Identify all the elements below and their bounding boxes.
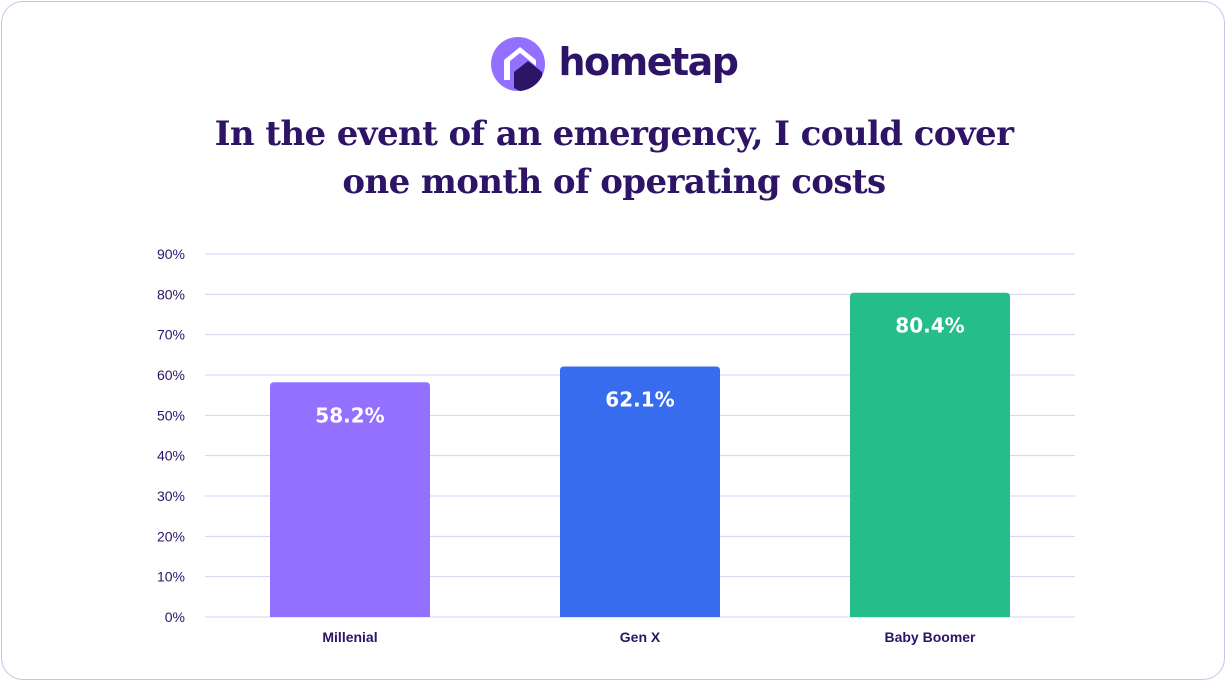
bar-value-label: 58.2% — [315, 403, 384, 427]
chart-title-line-1: In the event of an emergency, I could co… — [214, 114, 1014, 154]
bar-value-label: 80.4% — [895, 314, 964, 338]
chart-title: In the event of an emergency, I could co… — [150, 110, 1078, 206]
x-category-label: Millenial — [322, 629, 377, 645]
bar-millenial — [270, 382, 430, 617]
brand-name: hometap — [558, 40, 739, 84]
brand-header: hometap — [0, 35, 1228, 93]
house-in-circle-icon — [491, 37, 546, 91]
y-tick-label: 30% — [157, 488, 185, 504]
y-tick-label: 20% — [157, 528, 185, 544]
y-tick-label: 80% — [157, 286, 185, 302]
bar-value-label: 62.1% — [605, 388, 674, 412]
y-tick-label: 10% — [157, 569, 185, 585]
y-tick-label: 50% — [157, 407, 185, 423]
bar-gen-x — [560, 366, 720, 617]
x-category-label: Gen X — [620, 629, 661, 645]
x-axis-category-labels: Millenial Gen X Baby Boomer — [322, 629, 976, 645]
bar-baby-boomer — [850, 292, 1010, 617]
chart-title-line-2: one month of operating costs — [342, 162, 886, 202]
x-category-label: Baby Boomer — [884, 629, 976, 645]
y-tick-label: 40% — [157, 448, 185, 464]
y-tick-label: 70% — [157, 327, 185, 343]
y-tick-label: 0% — [165, 609, 185, 625]
y-tick-label: 60% — [157, 367, 185, 383]
bars: 58.2% 62.1% 80.4% — [270, 292, 1010, 617]
y-tick-label: 90% — [157, 246, 185, 262]
y-axis-tick-labels: 0% 10% 20% 30% 40% 50% 60% 70% 80% 90% — [157, 246, 185, 625]
